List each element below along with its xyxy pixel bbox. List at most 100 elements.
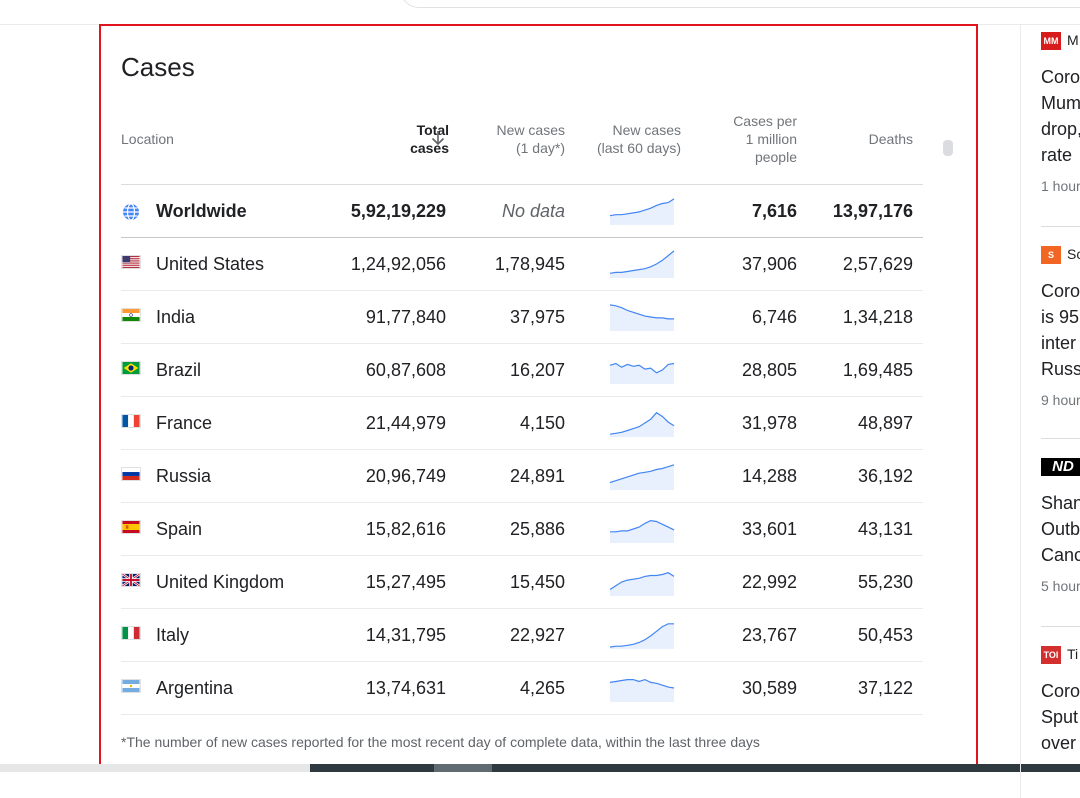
- table-row[interactable]: United States 1,24,92,056 1,78,945 37,906 2,…: [121, 238, 923, 291]
- news-story[interactable]: ND Shan Outb Canc 5 hour: [1041, 458, 1080, 594]
- location-name: Spain: [156, 519, 203, 539]
- location-name: Italy: [156, 625, 190, 645]
- publisher-logo-icon: TOI: [1041, 646, 1061, 665]
- headline-line: Russ: [1041, 359, 1080, 379]
- deaths-value: 1,69,485: [842, 360, 913, 380]
- news-headline[interactable]: Coro is 95 inter Russ: [1041, 278, 1080, 382]
- news-source: TOI Ti: [1041, 646, 1080, 666]
- headline-line: Canc: [1041, 545, 1080, 565]
- trend-sparkline: [609, 249, 675, 279]
- news-story[interactable]: S Sc Coro is 95 inter Russ 9 hour: [1041, 246, 1080, 408]
- deaths-value: 48,897: [857, 413, 913, 433]
- news-headline[interactable]: Shan Outb Canc: [1041, 490, 1080, 568]
- location-name: United States: [156, 254, 265, 274]
- column-new-cases[interactable]: New cases (1 day*): [461, 121, 565, 157]
- news-source: ND: [1041, 458, 1080, 478]
- arrow-down-icon[interactable]: [429, 129, 447, 147]
- table-row[interactable]: United Kingdom 15,27,495 15,450 22,992 55,23…: [121, 556, 923, 609]
- deaths-value: 50,453: [857, 625, 913, 645]
- horizontal-scrollbar-grip[interactable]: [434, 764, 492, 772]
- publisher-logo-icon: S: [1041, 246, 1061, 265]
- trend-sparkline: [609, 408, 675, 438]
- trend-sparkline: [609, 461, 675, 491]
- headline-line: Shan: [1041, 493, 1080, 513]
- table-row[interactable]: France 21,44,979 4,150 31,978 48,897: [121, 397, 923, 450]
- location-name: Argentina: [156, 678, 234, 698]
- worldwide-row[interactable]: Worldwide 5,92,19,229 No data 7,616 13,97,17…: [121, 185, 923, 238]
- trend-sparkline: [609, 355, 675, 385]
- column-total-cases-line2: cases: [410, 140, 449, 156]
- cases-per-million-value: 23,767: [741, 625, 797, 645]
- news-headline[interactable]: Coro Mum drop, rate: [1041, 64, 1080, 168]
- column-permil-line1: Cases per: [733, 113, 797, 129]
- new-cases-value: 25,886: [509, 519, 565, 539]
- publisher-logo-icon: MM: [1041, 32, 1061, 51]
- column-new60-line1: New cases: [612, 122, 681, 138]
- location-name: India: [156, 307, 196, 327]
- table-row[interactable]: Brazil 60,87,608 16,207 28,805 1,69,485: [121, 344, 923, 397]
- cases-per-million-value: 6,746: [751, 307, 797, 327]
- uk-flag-icon: [121, 573, 141, 589]
- cases-table: Location Total cases New cases (1 day*) …: [121, 112, 923, 715]
- search-bar-edge[interactable]: [400, 0, 1080, 8]
- new-cases-value: 4,150: [519, 413, 565, 433]
- news-divider: [1041, 438, 1080, 439]
- cases-per-million-value: 14,288: [741, 466, 797, 486]
- cases-per-million-value: 22,992: [741, 572, 797, 592]
- total-cases-value: 5,92,19,229: [350, 201, 446, 221]
- trend-sparkline: [609, 620, 675, 650]
- news-divider: [1041, 626, 1080, 627]
- headline-line: inter: [1041, 333, 1077, 353]
- column-deaths[interactable]: Deaths: [868, 131, 913, 147]
- total-cases-value: 13,74,631: [365, 678, 446, 698]
- news-timestamp: 1 hour: [1041, 178, 1080, 194]
- globe-icon: [121, 202, 141, 221]
- india-flag-icon: [121, 308, 141, 324]
- column-location[interactable]: Location: [121, 131, 174, 147]
- publisher-logo-icon: ND: [1041, 458, 1080, 477]
- headline-line: Sput: [1041, 707, 1079, 727]
- news-headline[interactable]: Coro Sput over: [1041, 678, 1080, 756]
- table-row[interactable]: Spain 15,82,616 25,886 33,601 43,131: [121, 503, 923, 556]
- cases-per-million-value: 31,978: [741, 413, 797, 433]
- column-new-cases-60[interactable]: New cases (last 60 days): [589, 121, 681, 157]
- column-cases-per-million[interactable]: Cases per 1 million people: [703, 112, 797, 166]
- source-name: Sc: [1067, 246, 1080, 262]
- new-cases-value: 24,891: [509, 466, 565, 486]
- news-story[interactable]: TOI Ti Coro Sput over: [1041, 646, 1080, 756]
- italy-flag-icon: [121, 626, 141, 642]
- deaths-value: 43,131: [857, 519, 913, 539]
- brazil-flag-icon: [121, 361, 141, 377]
- france-flag-icon: [121, 414, 141, 430]
- table-scroll-handle[interactable]: [943, 140, 953, 156]
- total-cases-value: 21,44,979: [365, 413, 446, 433]
- argentina-flag-icon: [121, 679, 141, 695]
- new-cases-value: 1,78,945: [494, 254, 565, 274]
- table-row[interactable]: Italy 14,31,795 22,927 23,767 50,453: [121, 609, 923, 662]
- total-cases-value: 15,27,495: [365, 572, 446, 592]
- deaths-value: 55,230: [857, 572, 913, 592]
- headline-line: is 95: [1041, 307, 1080, 327]
- cases-per-million-value: 28,805: [741, 360, 797, 380]
- column-total-cases-line1: Total: [416, 122, 449, 138]
- headline-line: rate: [1041, 145, 1073, 165]
- us-flag-icon: [121, 255, 141, 271]
- table-row[interactable]: India 91,77,840 37,975 6,746 1,34,218: [121, 291, 923, 344]
- new-cases-value: 15,450: [509, 572, 565, 592]
- table-row[interactable]: Russia 20,96,749 24,891 14,288 36,192: [121, 450, 923, 503]
- column-total-cases[interactable]: Total cases: [361, 121, 449, 157]
- location-name: United Kingdom: [156, 572, 285, 592]
- table-row[interactable]: Argentina 13,74,631 4,265 30,589 37,122: [121, 662, 923, 715]
- news-story[interactable]: MM M Coro Mum drop, rate 1 hour: [1041, 32, 1080, 194]
- location-name: Worldwide: [156, 201, 247, 221]
- cases-per-million-value: 7,616: [751, 201, 797, 221]
- card-title: Cases: [121, 52, 195, 82]
- column-new-cases-line1: New cases: [496, 122, 565, 138]
- column-new-cases-line2: (1 day*): [515, 140, 565, 156]
- trend-sparkline: [609, 302, 675, 332]
- total-cases-value: 1,24,92,056: [350, 254, 446, 274]
- russia-flag-icon: [121, 467, 141, 483]
- headline-line: Coro: [1041, 281, 1080, 301]
- horizontal-scrollbar-thumb[interactable]: [310, 764, 1080, 772]
- trend-sparkline: [609, 196, 675, 226]
